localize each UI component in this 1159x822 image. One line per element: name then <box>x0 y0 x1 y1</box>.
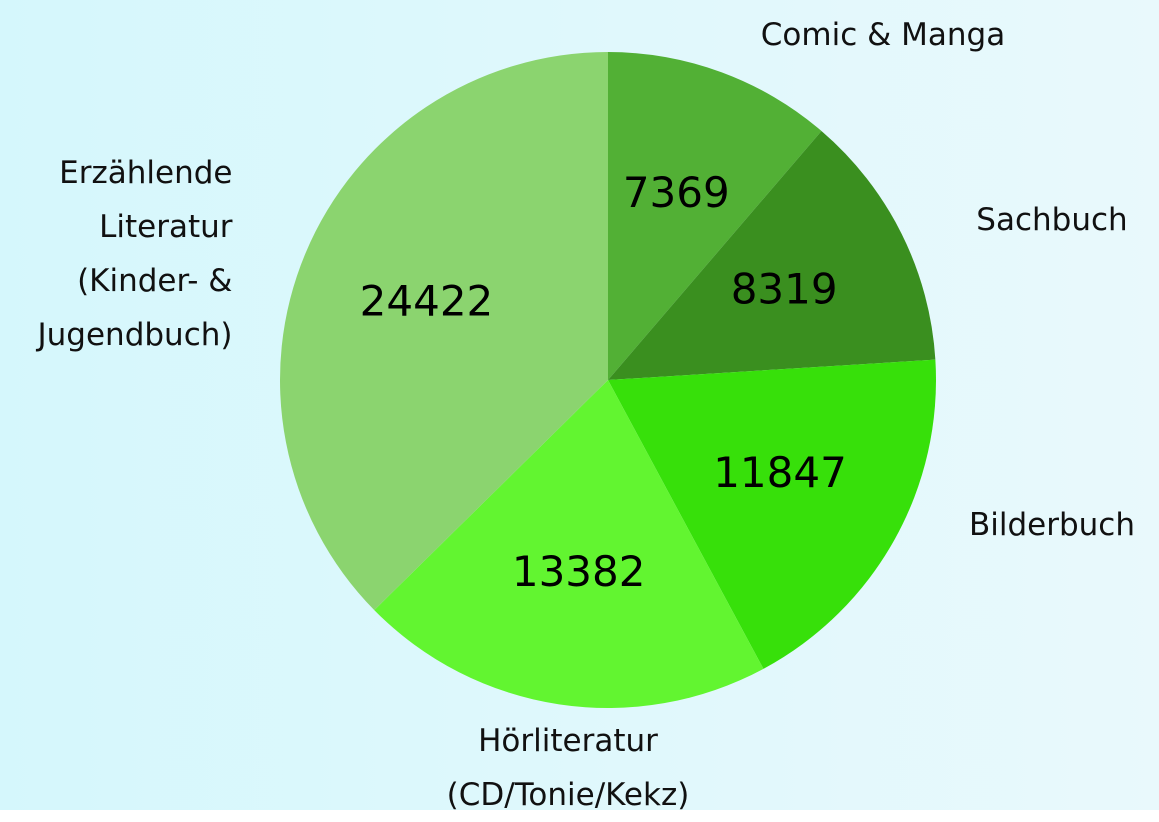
category-label: Bilderbuch <box>968 507 1136 543</box>
pie-slice <box>608 130 936 380</box>
pie-slice <box>374 380 764 708</box>
value-label: 11847 <box>713 448 847 497</box>
value-label: 24422 <box>360 276 494 325</box>
category-label: Comic & Manga <box>760 17 1006 53</box>
pie-slice <box>608 359 936 669</box>
pie-slice <box>608 52 822 380</box>
category-label: Erzählende Literatur (Kinder- & Jugendbu… <box>37 155 233 353</box>
category-label: Sachbuch <box>976 202 1128 238</box>
value-label: 8319 <box>731 265 838 314</box>
value-label: 7369 <box>623 168 730 217</box>
value-label: 13382 <box>512 547 646 596</box>
category-label: Hörliteratur (CD/Tonie/Kekz) <box>446 723 690 813</box>
pie-slice <box>280 52 608 611</box>
